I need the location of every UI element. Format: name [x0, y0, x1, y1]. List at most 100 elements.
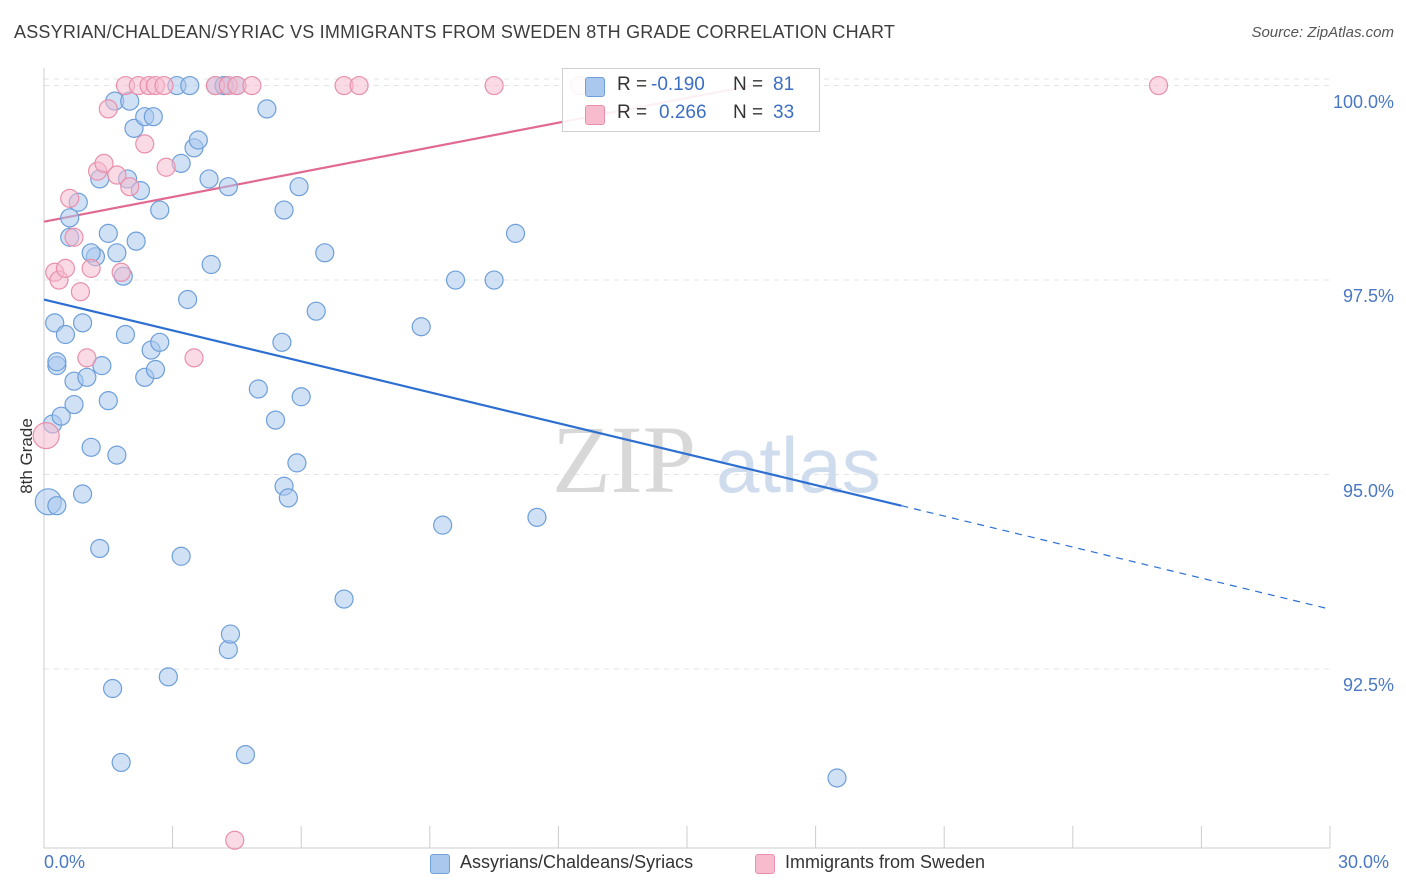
scatter-point-blue: [527, 507, 547, 527]
scatter-point-blue: [278, 488, 298, 508]
scatter-point-blue: [72, 313, 93, 333]
x-tick-label-max: 30.0%: [1338, 852, 1390, 872]
scatter-point-blue: [60, 208, 80, 228]
legend-n-label: N =: [733, 102, 764, 123]
scatter-point-blue: [150, 200, 170, 220]
scatter-point-blue: [51, 406, 71, 426]
scatter-point-blue: [98, 391, 118, 411]
scatter-point-pink: [77, 348, 97, 368]
scatter-point-blue: [235, 745, 256, 765]
y-tick-label: 100.0%: [1332, 91, 1394, 112]
scatter-point-blue: [107, 243, 127, 263]
legend-r-label: R =: [617, 102, 648, 123]
y-tick-label: 97.5%: [1342, 286, 1394, 307]
bottom-legend-swatch-blue: [430, 854, 450, 874]
scatter-point-blue: [92, 356, 112, 376]
trend-line-extension-blue: [901, 505, 1331, 610]
scatter-point-blue: [90, 538, 110, 559]
legend-n-value: 81: [773, 74, 795, 95]
grid-lines: [44, 78, 1330, 670]
scatter-point-pink: [154, 75, 174, 96]
scatter-point-blue: [257, 99, 277, 119]
scatter-point-blue: [158, 667, 178, 687]
legend-swatch-blue: [585, 77, 605, 97]
legend-n-value: 33: [773, 102, 795, 123]
scatter-point-pink: [111, 262, 131, 282]
source-label: Source: ZipAtlas.com: [1251, 24, 1394, 41]
scatter-point-blue: [115, 324, 136, 345]
scatter-point-pink: [1148, 75, 1169, 96]
scatter-point-blue: [64, 394, 84, 415]
trend-line-blue: [43, 298, 902, 507]
x-tick-label-min: 0.0%: [44, 852, 86, 872]
scatter-point-blue: [484, 270, 504, 290]
legend-r-value: -0.190: [651, 74, 705, 95]
scatter-point-blue: [145, 359, 166, 380]
scatter-point-pink: [156, 157, 176, 177]
data-points: [32, 75, 1169, 850]
scatter-point-pink: [107, 165, 127, 185]
scatter-point-blue: [220, 624, 241, 644]
axes: [43, 68, 1331, 849]
y-tick-label: 95.0%: [1342, 480, 1394, 501]
scatter-point-blue: [201, 254, 221, 275]
scatter-point-blue: [72, 484, 93, 504]
scatter-point-blue: [827, 768, 847, 788]
legend-row-blue: R = -0.190 N = 81: [563, 74, 819, 100]
scatter-point-blue: [143, 107, 163, 127]
scatter-point-blue: [248, 379, 268, 399]
legend-r-value: 0.266: [659, 102, 707, 123]
legend-n-label: N =: [733, 74, 764, 95]
scatter-point-pink: [32, 422, 60, 450]
scatter-point-pink: [60, 188, 80, 208]
scatter-point-blue: [171, 546, 191, 566]
scatter-point-blue: [111, 752, 131, 773]
scatter-point-blue: [126, 231, 146, 251]
scatter-point-pink: [70, 282, 91, 302]
scatter-point-blue: [188, 130, 208, 150]
scatter-point-blue: [178, 289, 198, 310]
scatter-point-pink: [225, 830, 245, 850]
scatter-point-blue: [411, 317, 431, 337]
scatter-point-pink: [484, 75, 504, 96]
scatter-point-blue: [287, 453, 307, 473]
correlation-legend: R = -0.190 N = 81 R = 0.266 N = 33: [562, 68, 820, 132]
bottom-legend-swatch-pink: [755, 854, 775, 874]
scatter-point-blue: [433, 515, 453, 535]
scatter-point-blue: [81, 437, 101, 457]
y-tick-label: 92.5%: [1342, 675, 1394, 696]
scatter-point-pink: [120, 177, 140, 197]
watermark-zip: ZIP: [552, 406, 696, 513]
legend-swatch-pink: [585, 105, 605, 125]
scatter-point-blue: [272, 332, 292, 352]
scatter-point-blue: [98, 223, 118, 243]
scatter-point-blue: [180, 75, 200, 96]
scatter-point-blue: [445, 270, 466, 290]
scatter-point-blue: [289, 177, 309, 197]
scatter-point-blue: [291, 387, 311, 407]
scatter-point-blue: [107, 445, 127, 465]
scatter-point-blue: [199, 169, 219, 189]
scatter-point-blue: [265, 410, 286, 430]
scatter-point-pink: [94, 153, 114, 173]
bottom-legend-label-blue: Assyrians/Chaldeans/Syriacs: [460, 852, 694, 872]
trend-lines: [43, 84, 1331, 610]
y-axis-label: 8th Grade: [17, 418, 36, 494]
scatter-point-pink: [55, 258, 76, 278]
scatter-point-pink: [184, 348, 204, 368]
scatter-point-blue: [150, 332, 170, 352]
scatter-point-blue: [102, 678, 123, 699]
scatter-point-blue: [55, 324, 76, 345]
scatter-point-pink: [349, 75, 369, 96]
scatter-point-pink: [242, 75, 262, 96]
bottom-legend-label-pink: Immigrants from Sweden: [785, 852, 986, 872]
chart-title: ASSYRIAN/CHALDEAN/SYRIAC VS IMMIGRANTS F…: [14, 22, 896, 42]
scatter-point-blue: [274, 200, 294, 220]
scatter-point-blue: [315, 243, 335, 263]
legend-r-label: R =: [617, 74, 648, 95]
scatter-point-blue: [505, 223, 526, 243]
scatter-point-blue: [47, 496, 67, 516]
legend-row-pink: R = 0.266 N = 33: [563, 102, 819, 128]
scatter-point-pink: [98, 99, 118, 119]
